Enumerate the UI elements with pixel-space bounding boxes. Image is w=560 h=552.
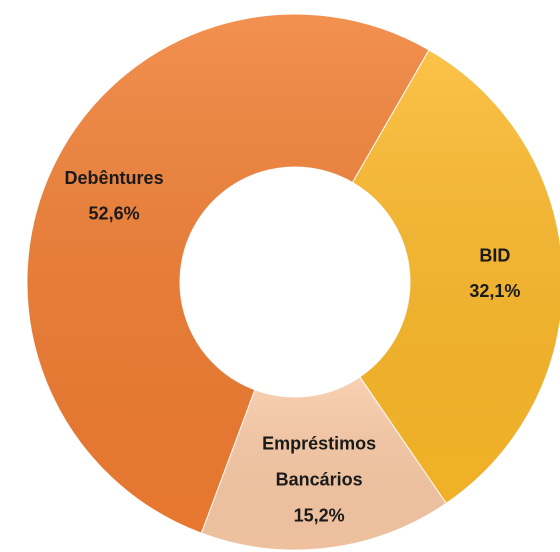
value-label: 32,1% bbox=[469, 281, 520, 301]
label-line: Debêntures bbox=[65, 168, 164, 188]
slice-label: Empréstimos Bancários bbox=[262, 433, 376, 489]
slice-label: Debêntures bbox=[65, 168, 164, 188]
label-line: BID bbox=[479, 245, 510, 265]
value-label: 52,6% bbox=[89, 204, 140, 224]
slice-shade bbox=[26, 13, 429, 534]
slice-shade bbox=[352, 49, 560, 504]
value-label: 15,2% bbox=[294, 505, 345, 525]
labels: BID 32,1% Empréstimos Bancários 15,2% Debêntu… bbox=[65, 168, 521, 526]
slice-shade bbox=[201, 376, 447, 550]
label-line: Empréstimos bbox=[262, 433, 376, 453]
slice-label: BID bbox=[479, 245, 510, 265]
slices bbox=[26, 13, 560, 551]
label-line: Bancários bbox=[276, 469, 363, 489]
